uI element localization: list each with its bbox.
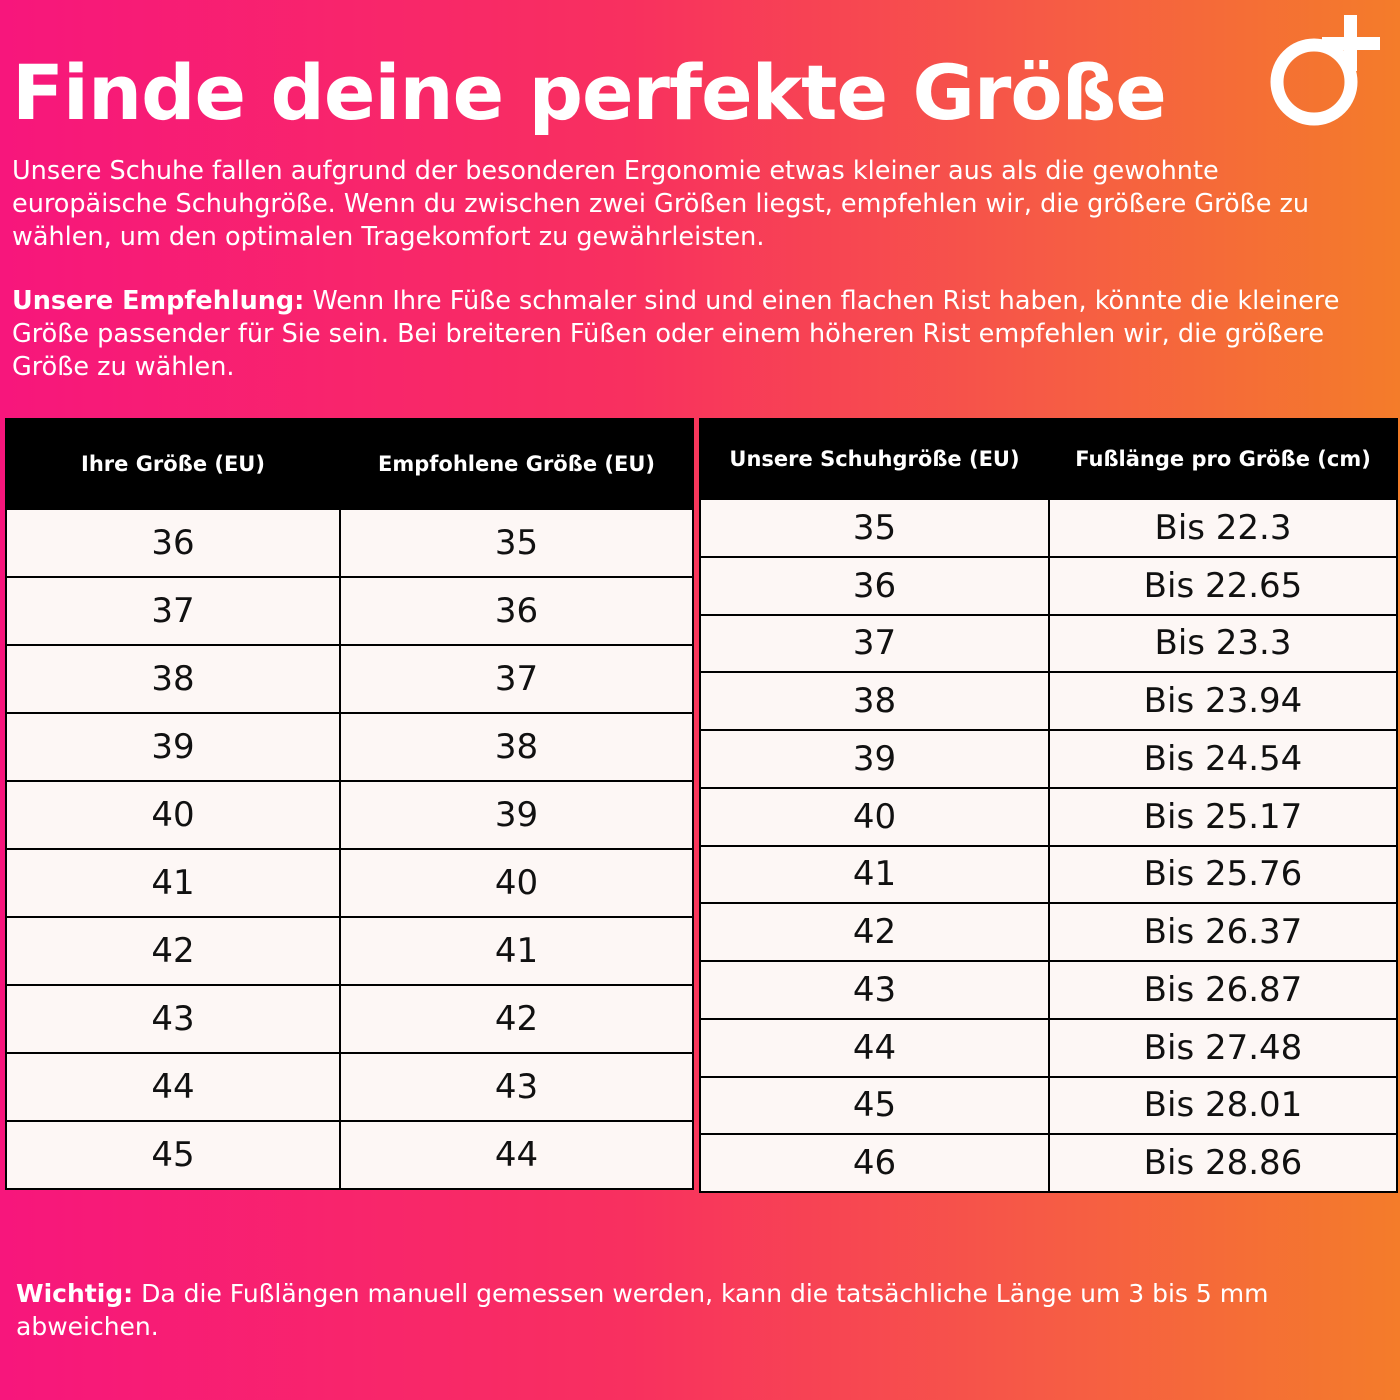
table-header: Fußlänge pro Größe (cm): [1050, 420, 1396, 498]
table-cell: 39: [7, 714, 339, 780]
table-cell: Bis 24.54: [1050, 731, 1396, 787]
table-cell: Bis 23.94: [1050, 673, 1396, 729]
table-cell: 44: [701, 1019, 1048, 1076]
table-cell: 42: [701, 904, 1048, 960]
table-cell: 43: [341, 1054, 692, 1120]
table-cell: 41: [701, 846, 1048, 903]
table-cell: 41: [341, 918, 692, 984]
table-cell: 43: [701, 962, 1048, 1018]
recommendation-label: Unsere Empfehlung:: [12, 286, 305, 316]
table-cell: 43: [7, 986, 339, 1052]
table-cell: 38: [341, 714, 692, 780]
table-cell: 38: [7, 646, 339, 712]
table-header: Empfohlene Größe (EU): [341, 420, 692, 508]
recommendation: Unsere Empfehlung: Wenn Ihre Füße schmal…: [12, 285, 1382, 384]
table-cell: 45: [701, 1077, 1048, 1134]
table-cell: 38: [701, 673, 1048, 729]
table-cell: 40: [341, 850, 692, 916]
table-cell: Bis 22.65: [1050, 557, 1396, 614]
logo: [1270, 15, 1380, 126]
note-label: Wichtig:: [16, 1279, 134, 1308]
recommendation-text: Wenn Ihre Füße schmaler sind und einen f…: [12, 286, 1340, 382]
table-right: Unsere Schuhgröße (EU) Fußlänge pro Größe…: [699, 418, 1398, 1193]
table-cell: Bis 26.37: [1050, 904, 1396, 960]
table-cell: Bis 23.3: [1050, 615, 1396, 672]
table-cell: 41: [7, 850, 339, 916]
table-cell: Bis 25.76: [1050, 846, 1396, 903]
table-cell: 36: [701, 557, 1048, 614]
table-cell: Bis 28.01: [1050, 1077, 1396, 1134]
note-text: Da die Fußlängen manuell gemessen werden…: [16, 1279, 1269, 1341]
note: Wichtig: Da die Fußlängen manuell gemess…: [16, 1277, 1386, 1343]
table-cell: 44: [341, 1122, 692, 1188]
table-cell: Bis 25.17: [1050, 788, 1396, 845]
table-cell: Bis 26.87: [1050, 962, 1396, 1018]
table-cell: 40: [7, 782, 339, 848]
table-cell: 40: [701, 788, 1048, 845]
table-cell: 37: [341, 646, 692, 712]
table-cell: 46: [701, 1135, 1048, 1191]
table-cell: Bis 27.48: [1050, 1019, 1396, 1076]
table-cell: 42: [341, 986, 692, 1052]
table-header: Ihre Größe (EU): [7, 420, 339, 508]
table-cell: 39: [701, 731, 1048, 787]
table-cell: 39: [341, 782, 692, 848]
table-cell: Bis 22.3: [1050, 500, 1396, 556]
table-cell: 35: [341, 510, 692, 576]
table-cell: 44: [7, 1054, 339, 1120]
table-header: Unsere Schuhgröße (EU): [701, 420, 1048, 498]
table-left: Ihre Größe (EU) Empfohlene Größe (EU) 36 35…: [5, 418, 694, 1190]
table-cell: 36: [7, 510, 339, 576]
intro: Unsere Schuhe fallen aufgrund der besond…: [12, 156, 1310, 252]
title: Finde deine perfekte Größe: [12, 48, 1167, 137]
table-cell: 37: [701, 615, 1048, 672]
table-cell: 36: [341, 578, 692, 644]
table-cell: Bis 28.86: [1050, 1135, 1396, 1191]
table-cell: 37: [7, 578, 339, 644]
table-cell: 45: [7, 1122, 339, 1188]
table-cell: 42: [7, 918, 339, 984]
table-cell: 35: [701, 500, 1048, 556]
